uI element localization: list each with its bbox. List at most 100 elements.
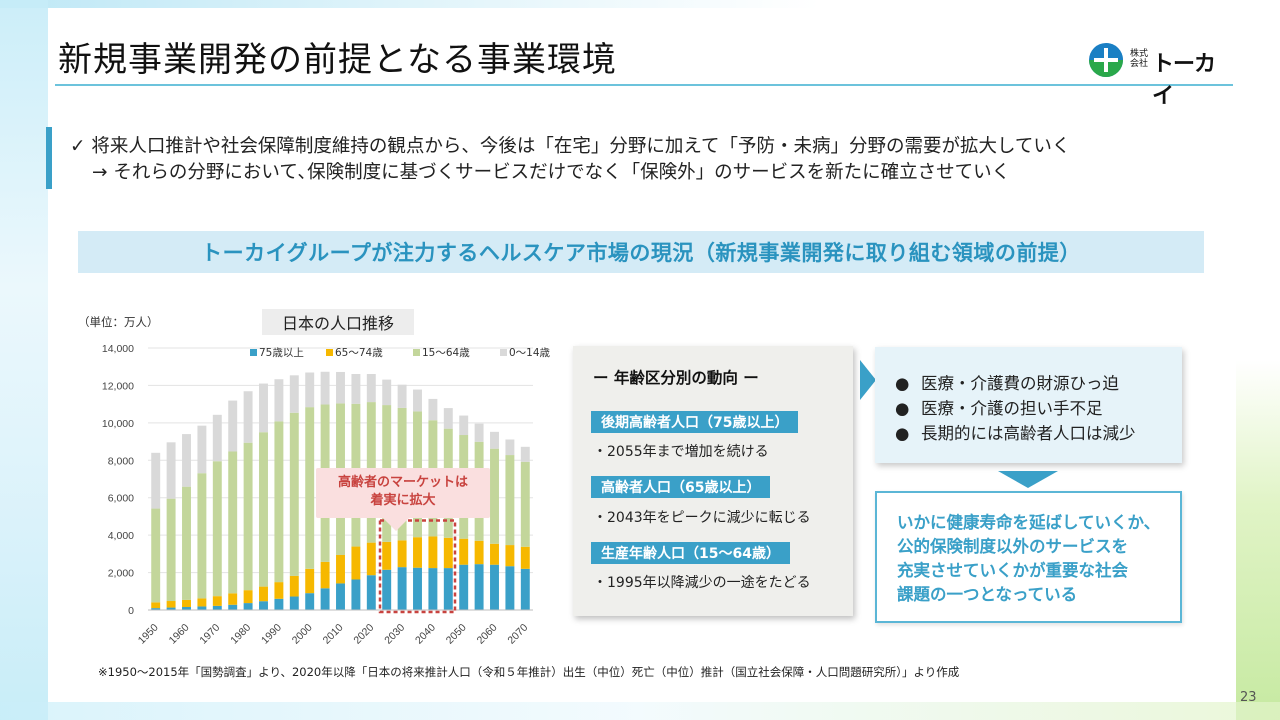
bar-segment (382, 569, 392, 610)
section-banner: トーカイグループが注力するヘルスケア市場の現況（新規事業開発に取り組む領域の前提… (78, 231, 1204, 273)
y-tick-label: 10,000 (102, 418, 134, 430)
bar-segment (212, 596, 222, 606)
summary-line-1: ✓ 将来人口推計や社会保障制度維持の観点から、今後は「在宅」分野に加えて「予防・… (70, 136, 1071, 157)
logo-corp-type: 株式 会社 (1130, 49, 1149, 69)
bar-segment (490, 564, 499, 610)
bar-segment (413, 537, 422, 568)
bullet-icon: ● (895, 374, 910, 393)
bar-segment (305, 407, 315, 569)
y-tick-label: 0 (128, 605, 134, 617)
bar-segment (305, 568, 315, 594)
bar-segment (366, 374, 376, 403)
bar-segment (228, 451, 238, 594)
bar-segment (166, 601, 176, 608)
bar-segment (320, 561, 330, 589)
bar-segment (428, 398, 438, 421)
bar-segment (259, 432, 268, 587)
bar-segment (505, 566, 515, 610)
bar-segment (151, 602, 161, 609)
bar-segment (520, 546, 530, 569)
bar-segment (289, 375, 299, 413)
x-tick-label: 1960 (167, 622, 192, 647)
y-tick-label: 8,000 (108, 455, 134, 467)
bar-segment (166, 607, 176, 610)
bar-segment (243, 603, 253, 610)
bar-segment (228, 593, 238, 605)
top-decoration (0, 0, 820, 8)
bar-segment (490, 543, 499, 565)
bottom-decoration (0, 702, 1280, 720)
bar-segment (197, 598, 207, 607)
bar-segment (428, 568, 438, 610)
y-tick-label: 12,000 (102, 380, 134, 392)
bar-segment (151, 508, 161, 603)
bar-segment (212, 605, 222, 610)
bar-segment (397, 567, 407, 610)
bar-segment (197, 606, 207, 610)
x-tick-label: 2050 (444, 622, 469, 647)
bar-segment (243, 590, 253, 604)
x-tick-label: 2040 (413, 622, 438, 647)
age-tag-working-age: 生産年齢人口（15～64歳） (591, 542, 790, 564)
legend-label: 65～74歳 (335, 347, 383, 359)
bar-segment (351, 546, 361, 580)
bar-segment (289, 575, 299, 597)
bar-segment (505, 439, 515, 456)
bar-segment (274, 598, 284, 610)
issue-item: ● 医療・介護の担い手不足 (895, 399, 1103, 418)
bar-segment (397, 540, 407, 568)
legend-swatch (250, 349, 257, 356)
legend-swatch (413, 349, 420, 356)
bar-segment (228, 400, 238, 452)
bar-segment (151, 608, 161, 610)
issue-item: ● 長期的には高齢者人口は減少 (895, 424, 1136, 443)
bar-segment (336, 554, 345, 584)
bar-segment (443, 537, 453, 569)
x-tick-label: 1980 (228, 622, 253, 647)
bar-segment (397, 384, 407, 408)
right-decoration (1236, 360, 1280, 720)
bar-segment (182, 607, 191, 610)
legend-label: 75歳以上 (259, 347, 304, 359)
source-footnote: ※1950～2015年「国勢調査」より、2020年以降「日本の将来推計人口（令和… (98, 665, 960, 679)
bar-segment (382, 541, 392, 570)
bar-segment (197, 425, 207, 474)
bar-segment (490, 448, 499, 544)
page-number: 23 (1240, 690, 1257, 705)
bar-segment (212, 461, 222, 597)
bar-segment (182, 486, 191, 600)
bar-segment (490, 431, 499, 449)
callout-tail (382, 517, 410, 531)
bar-segment (259, 601, 268, 610)
bar-segment (197, 473, 207, 599)
x-tick-label: 2000 (290, 622, 315, 647)
bullet-icon: ● (895, 399, 910, 418)
arrow-down-icon (998, 471, 1058, 488)
highlight-frame (378, 519, 457, 614)
summary-line-2: → それらの分野において､保険制度に基づくサービスだけでなく「保険外」のサービス… (92, 162, 1011, 183)
bar-segment (151, 452, 161, 509)
company-logo: 株式 会社 トーカイ (1086, 40, 1226, 109)
legend-swatch (500, 349, 507, 356)
bar-segment (474, 423, 484, 442)
chart-title: 日本の人口推移 (262, 309, 414, 335)
bar-segment (212, 414, 222, 462)
bar-segment (351, 579, 361, 610)
y-tick-label: 2,000 (108, 568, 134, 580)
chart-unit-label: （単位：万人） (78, 315, 159, 329)
bar-segment (474, 540, 484, 565)
bar-segment (336, 583, 345, 610)
bar-segment (305, 372, 315, 408)
bar-segment (351, 374, 361, 404)
age-tag-75plus: 後期高齢者人口（75歳以上） (591, 411, 799, 433)
bar-segment (443, 408, 453, 429)
bar-segment (382, 379, 392, 406)
bar-segment (243, 442, 253, 591)
arrow-right-icon (860, 360, 876, 400)
logo-mark-icon (1089, 43, 1123, 77)
bar-segment (413, 389, 422, 412)
bar-segment (182, 434, 191, 487)
legend-swatch (326, 349, 333, 356)
age-desc-65plus: ・2043年をピークに減少に転じる (593, 510, 811, 526)
x-tick-label: 1950 (136, 622, 161, 647)
